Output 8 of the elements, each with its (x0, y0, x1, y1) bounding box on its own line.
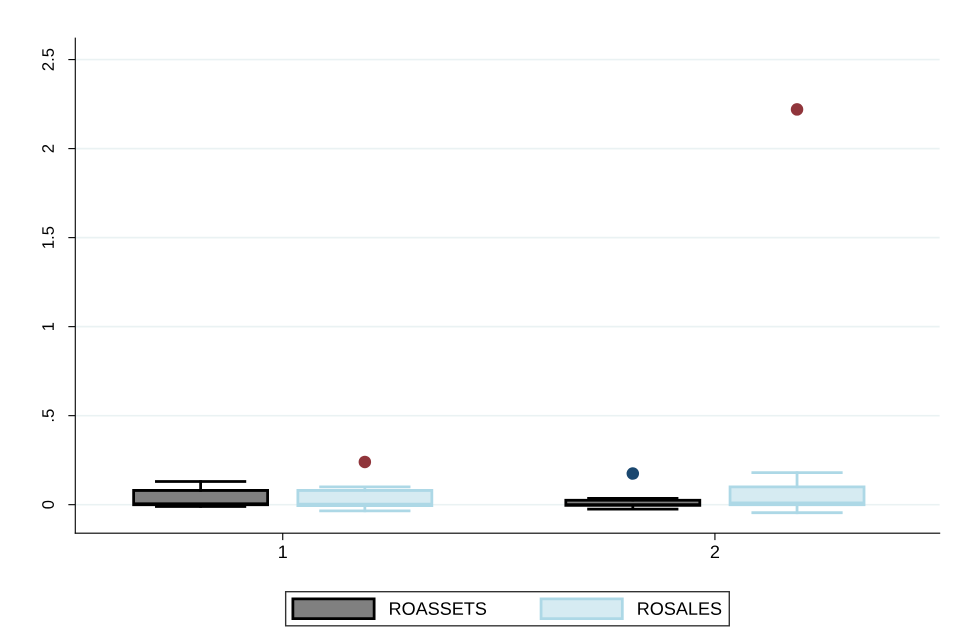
y-tick-label: .5 (42, 409, 54, 422)
y-tick-label: 1 (42, 322, 54, 330)
legend-label: ROSALES (638, 602, 722, 615)
y-tick-label: 1.5 (42, 226, 54, 248)
y-tick-label: 2 (42, 144, 54, 152)
y-tick-label: 2.5 (42, 48, 54, 70)
y-tick-label: 0 (42, 500, 54, 509)
legend-label: ROASSETS (390, 602, 486, 615)
